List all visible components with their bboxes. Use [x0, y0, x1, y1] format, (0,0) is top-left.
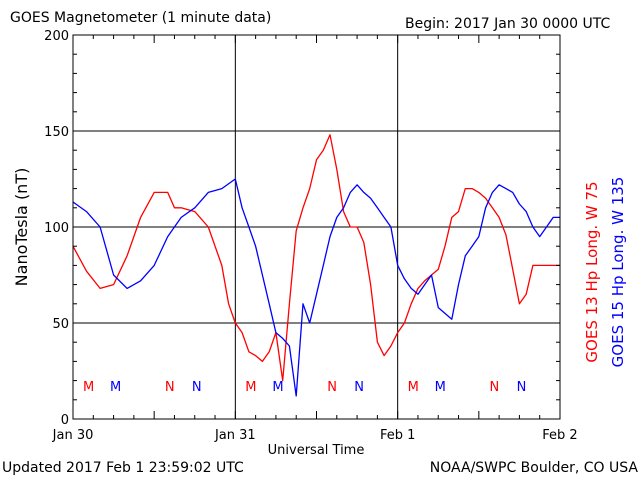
midnight-marker: M	[435, 380, 446, 395]
legend-goes15: GOES 15 Hp Long. W 135	[609, 177, 627, 368]
midnight-marker: M	[83, 380, 94, 395]
begin-time: Begin: 2017 Jan 30 0000 UTC	[405, 16, 611, 32]
noon-marker: N	[354, 380, 364, 395]
y-tick-label: 200	[44, 29, 69, 44]
x-tick-label: Jan 30	[52, 428, 94, 443]
y-tick-label: 0	[61, 413, 69, 428]
credit: NOAA/SWPC Boulder, CO USA	[429, 460, 638, 476]
noon-marker: N	[192, 380, 202, 395]
noon-marker: N	[490, 380, 500, 395]
x-tick-label: Feb 2	[542, 428, 577, 443]
y-axis-label: NanoTesla (nT)	[12, 168, 31, 287]
y-axis-ticks: 0 50 100 150 200	[44, 29, 560, 428]
grid-lines	[73, 35, 560, 419]
series-goes13-line	[72, 134, 560, 382]
series-goes15-line	[72, 178, 560, 397]
y-tick-label: 150	[44, 125, 69, 140]
midnight-marker: M	[272, 380, 283, 395]
x-axis-label: Universal Time	[268, 443, 365, 458]
x-tick-label: Feb 1	[380, 428, 415, 443]
updated-time: Updated 2017 Feb 1 23:59:02 UTC	[2, 460, 244, 476]
noon-marker: N	[517, 380, 527, 395]
noon-marker: N	[165, 380, 175, 395]
midnight-marker: M	[110, 380, 121, 395]
chart-title: GOES Magnetometer (1 minute data)	[10, 10, 272, 26]
series-lines	[72, 134, 560, 397]
x-tick-label: Jan 31	[214, 428, 256, 443]
midnight-marker: M	[408, 380, 419, 395]
y-tick-label: 100	[44, 221, 69, 236]
midnight-marker: M	[245, 380, 256, 395]
noon-marker: N	[327, 380, 337, 395]
legend-goes13: GOES 13 Hp Long. W 75	[583, 181, 601, 362]
x-axis-ticks: Jan 30 Jan 31 Feb 1 Feb 2	[52, 35, 578, 443]
y-tick-label: 50	[52, 317, 69, 332]
